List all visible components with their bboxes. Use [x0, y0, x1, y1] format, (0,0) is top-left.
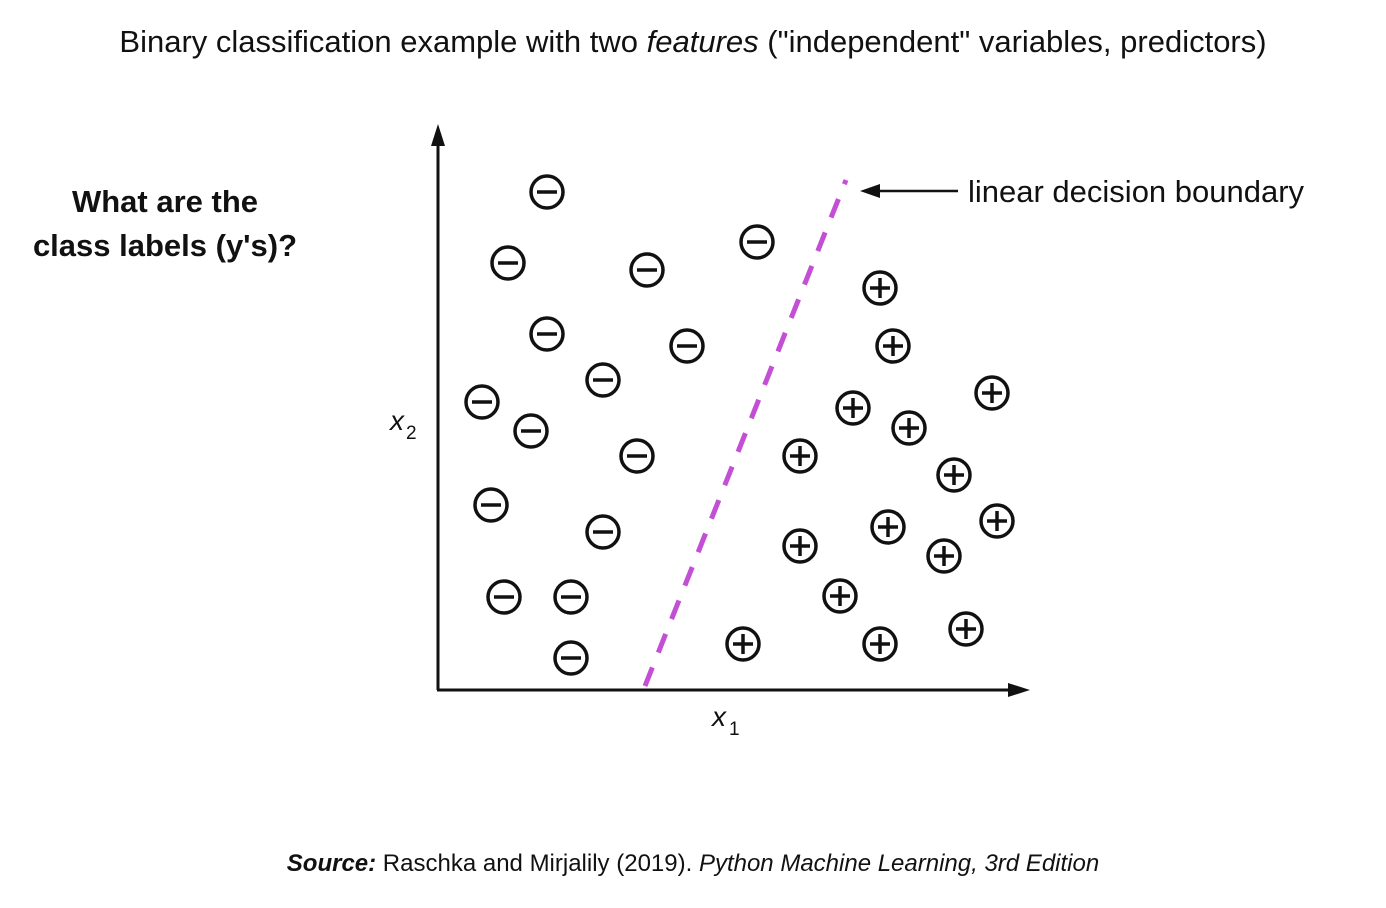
y-axis-label-subscript: 2: [406, 423, 417, 444]
minus-circle-icon: [513, 413, 549, 449]
title-prefix: Binary classification example with two: [119, 24, 647, 59]
negative-class-points: [464, 174, 775, 676]
plus-circle-icon: [875, 328, 911, 364]
left-arrow-icon: [860, 184, 880, 198]
minus-circle-icon: [553, 579, 589, 615]
minus-circle-icon: [669, 328, 705, 364]
question-line-1: What are the: [71, 184, 259, 219]
source-book-title: Python Machine Learning, 3rd Edition: [698, 850, 1100, 877]
plus-circle-icon: [822, 578, 858, 614]
y-axis-arrow-icon: [431, 124, 445, 146]
x-axis: [437, 683, 1030, 697]
minus-circle-icon: [486, 579, 522, 615]
source-text: Raschka and Mirjalily (2019).: [376, 850, 699, 877]
source-citation: Source: Raschka and Mirjalily (2019). Py…: [0, 850, 1386, 878]
slide-title: Binary classification example with two f…: [0, 24, 1386, 60]
plus-circle-icon: [782, 438, 818, 474]
plus-circle-icon: [862, 626, 898, 662]
boundary-label: linear decision boundary: [968, 174, 1305, 209]
decision-boundary-line: [642, 179, 849, 687]
title-suffix: ("independent" variables, predictors): [758, 24, 1267, 59]
y-axis-label-main: x: [388, 405, 405, 436]
plus-circle-icon: [974, 375, 1010, 411]
minus-circle-icon: [585, 514, 621, 550]
question-text: What are the class labels (y's)?: [10, 180, 320, 268]
title-emphasis: features: [646, 24, 759, 59]
plus-circle-icon: [891, 410, 927, 446]
plus-circle-icon: [936, 457, 972, 493]
plus-circle-icon: [782, 528, 818, 564]
minus-circle-icon: [739, 224, 775, 260]
plus-circle-icon: [862, 270, 898, 306]
x-axis-label-subscript: 1: [729, 719, 740, 740]
minus-circle-icon: [619, 438, 655, 474]
x-axis-arrow-icon: [1008, 683, 1030, 697]
minus-circle-icon: [529, 174, 565, 210]
plus-circle-icon: [926, 538, 962, 574]
minus-circle-icon: [464, 384, 500, 420]
plus-circle-icon: [979, 503, 1015, 539]
source-label: Source:: [286, 850, 377, 877]
x-axis-label-main: x: [710, 701, 727, 732]
y-axis: [431, 124, 445, 690]
plus-circle-icon: [948, 611, 984, 647]
minus-circle-icon: [553, 640, 589, 676]
plus-circle-icon: [835, 390, 871, 426]
question-line-2: class labels (y's)?: [32, 228, 298, 263]
minus-circle-icon: [529, 316, 565, 352]
positive-class-points: [725, 270, 1015, 662]
minus-circle-icon: [629, 252, 665, 288]
plus-circle-icon: [870, 509, 906, 545]
boundary-annotation-arrow: [860, 184, 958, 198]
minus-circle-icon: [473, 487, 509, 523]
minus-circle-icon: [585, 362, 621, 398]
minus-circle-icon: [490, 245, 526, 281]
plus-circle-icon: [725, 626, 761, 662]
